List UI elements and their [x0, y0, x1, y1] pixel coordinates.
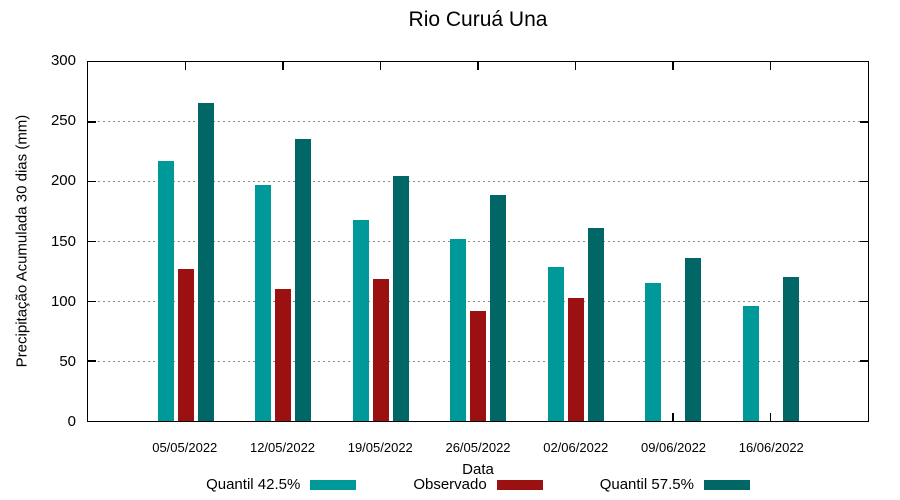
y-tick-mark	[88, 240, 96, 243]
bar-group-02/06/2022	[547, 62, 604, 421]
gridline-150	[88, 241, 868, 242]
bar	[197, 102, 214, 421]
bar	[450, 239, 466, 421]
y-tick-mark	[860, 300, 868, 303]
gridline-200	[88, 181, 868, 183]
bar-group-19/05/2022	[352, 62, 409, 421]
x-tick-label: 09/06/2022	[640, 440, 707, 455]
bar	[470, 310, 486, 421]
plot-area	[87, 61, 869, 422]
x-tick-mark	[672, 62, 674, 70]
y-tick-label: 150	[50, 232, 76, 250]
bar-group-09/06/2022	[645, 62, 701, 421]
bar	[352, 219, 369, 421]
y-tick-label: 50	[59, 352, 76, 370]
bar	[255, 185, 271, 421]
x-tick-label: 19/05/2022	[347, 440, 413, 455]
bar-group-26/05/2022	[450, 62, 506, 421]
bar	[490, 194, 506, 421]
y-tick-mark	[88, 180, 96, 183]
x-tick-label: 05/05/2022	[152, 440, 218, 455]
bar	[157, 161, 174, 421]
x-tick-mark	[769, 62, 772, 70]
y-tick-mark	[860, 240, 868, 243]
y-tick-label: 250	[50, 112, 76, 130]
legend-label: Observado	[413, 476, 487, 493]
bar-group-16/06/2022	[742, 62, 799, 421]
bar-group-12/05/2022	[255, 62, 311, 421]
gridline-250	[88, 121, 868, 123]
bar	[392, 175, 409, 421]
bar	[645, 283, 661, 421]
bar	[295, 138, 311, 421]
bar	[547, 266, 564, 421]
legend-label: Quantil 42.5%	[206, 476, 301, 493]
x-tick-mark	[477, 62, 479, 70]
legend-entry: Observado	[413, 476, 543, 493]
legend-entry: Quantil 42.5%	[206, 476, 357, 493]
legend-entry: Quantil 57.5%	[600, 476, 750, 493]
x-tick-label: 16/06/2022	[738, 440, 804, 455]
y-tick-label: 100	[50, 292, 76, 310]
bar	[742, 306, 759, 421]
x-tick-label: 02/06/2022	[543, 440, 609, 455]
y-tick-label: 200	[50, 172, 76, 190]
x-tick-label: 12/05/2022	[249, 440, 316, 455]
gridline-100	[88, 300, 868, 302]
y-tick-mark	[88, 121, 96, 123]
x-tick-mark	[769, 413, 772, 421]
bar	[587, 228, 604, 421]
legend-label: Quantil 57.5%	[599, 476, 694, 493]
y-tick-mark	[860, 360, 868, 362]
y-tick-mark	[88, 360, 96, 362]
x-tick-mark	[184, 62, 187, 70]
legend-swatch	[496, 479, 543, 490]
x-tick-mark	[672, 413, 674, 421]
bar	[372, 278, 389, 421]
chart-title: Rio Curuá Una	[408, 8, 548, 31]
legend-swatch	[310, 479, 357, 490]
x-tick-label: 26/05/2022	[445, 440, 511, 455]
x-tick-mark	[574, 62, 577, 70]
x-tick-mark	[379, 62, 382, 70]
y-tick-label: 300	[50, 52, 76, 69]
legend-swatch	[703, 479, 750, 490]
bar	[177, 269, 194, 421]
bar-group-05/05/2022	[157, 62, 214, 421]
bar	[685, 258, 701, 421]
bar	[275, 289, 291, 421]
bar	[567, 297, 584, 421]
x-tick-mark	[282, 62, 284, 70]
y-tick-mark	[88, 300, 96, 303]
legend: Quantil 42.5% Observado Quantil 57.5%	[87, 476, 869, 493]
y-tick-mark	[860, 121, 868, 123]
y-tick-label: 0	[67, 413, 76, 430]
x-axis-title: Data	[462, 461, 494, 478]
y-tick-mark	[860, 180, 868, 183]
bar	[782, 277, 799, 421]
